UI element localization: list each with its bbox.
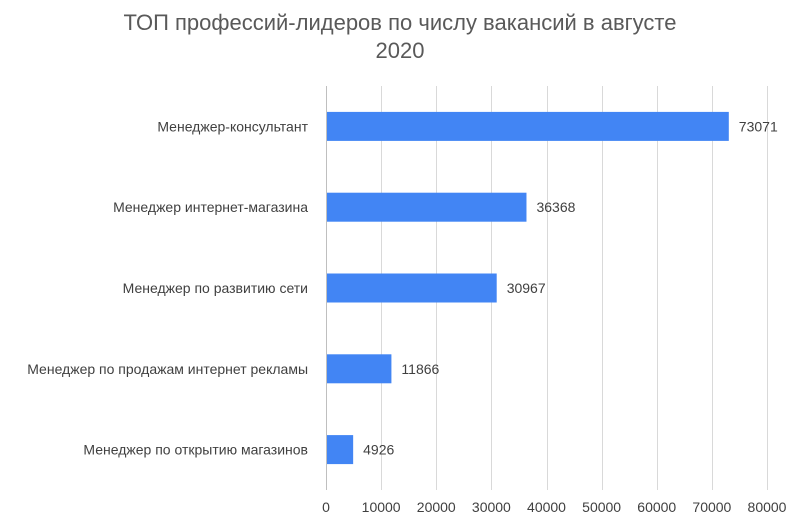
chart-title-line-1: ТОП профессий-лидеров по числу вакансий … xyxy=(124,10,677,35)
data-label: 73071 xyxy=(739,118,778,134)
x-tick-label: 0 xyxy=(322,499,330,515)
gridlines xyxy=(326,86,768,490)
data-label: 36368 xyxy=(536,199,575,215)
category-label: Менеджер по открытию магазинов xyxy=(83,442,308,458)
x-tick-label: 80000 xyxy=(748,499,787,515)
category-label: Менеджер-консультант xyxy=(157,118,308,134)
x-axis-ticks: 0 10000 20000 30000 40000 50000 60000 70000 8000… xyxy=(322,499,787,515)
bars xyxy=(327,111,729,465)
x-tick-label: 70000 xyxy=(692,499,731,515)
x-tick-label: 50000 xyxy=(582,499,621,515)
x-tick-label: 40000 xyxy=(527,499,566,515)
x-tick-label: 20000 xyxy=(417,499,456,515)
data-label: 11866 xyxy=(401,361,439,377)
data-labels: 73071 36368 30967 11866 4926 xyxy=(363,118,778,457)
bar xyxy=(327,273,497,303)
bar xyxy=(327,435,354,465)
category-labels: Менеджер-консультант Менеджер интернет-ма… xyxy=(27,118,308,457)
x-tick-label: 30000 xyxy=(472,499,511,515)
data-label: 4926 xyxy=(363,442,394,458)
category-label: Менеджер по продажам интернет рекламы xyxy=(27,361,308,377)
bar xyxy=(327,111,729,141)
bar xyxy=(327,192,527,222)
x-tick-label: 60000 xyxy=(637,499,676,515)
chart-title-line-2: 2020 xyxy=(376,38,425,63)
x-tick-label: 10000 xyxy=(362,499,401,515)
category-label: Менеджер интернет-магазина xyxy=(113,199,308,215)
category-label: Менеджер по развитию сети xyxy=(123,280,308,296)
bar xyxy=(327,354,392,384)
data-label: 30967 xyxy=(507,280,546,296)
